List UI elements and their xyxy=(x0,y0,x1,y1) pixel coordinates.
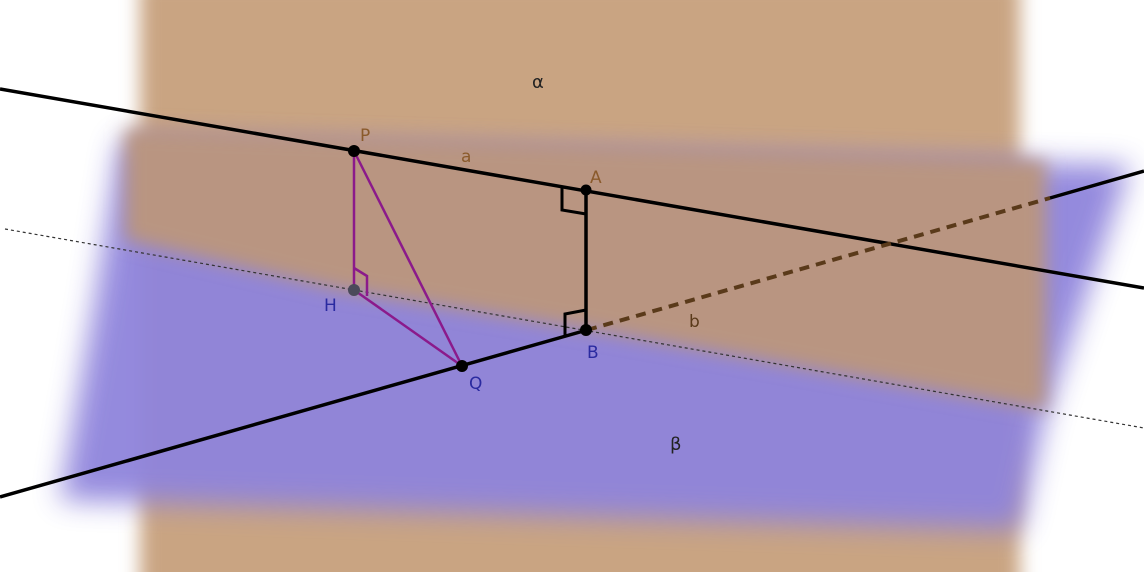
line-b-end xyxy=(1049,169,1144,200)
triangle-PHQ xyxy=(352,150,464,368)
point-H[interactable] xyxy=(348,284,360,296)
right-angle-mark-A xyxy=(560,186,587,216)
line-b-hidden xyxy=(586,196,1051,332)
plane-alpha-label: α xyxy=(532,72,544,93)
point-A-label: A xyxy=(590,168,602,188)
line-a-label: a xyxy=(461,147,471,167)
line-b-label: b xyxy=(689,312,700,332)
point-B-label: B xyxy=(587,343,599,363)
point-H-label: H xyxy=(324,296,337,316)
planes-intersection-line xyxy=(4,228,1144,429)
right-angle-mark-H xyxy=(353,266,369,296)
right-angle-mark-B xyxy=(563,308,587,336)
point-Q-label: Q xyxy=(469,374,482,394)
plane-beta-label: β xyxy=(670,434,682,455)
point-P-label: P xyxy=(360,126,370,146)
point-Q[interactable] xyxy=(456,360,468,372)
line-b xyxy=(0,328,588,499)
segment-HQ xyxy=(353,288,463,368)
point-B[interactable] xyxy=(580,324,592,336)
point-P[interactable] xyxy=(348,145,360,157)
point-A[interactable] xyxy=(580,184,592,196)
line-a xyxy=(0,87,1144,290)
segment-PQ xyxy=(352,150,464,367)
